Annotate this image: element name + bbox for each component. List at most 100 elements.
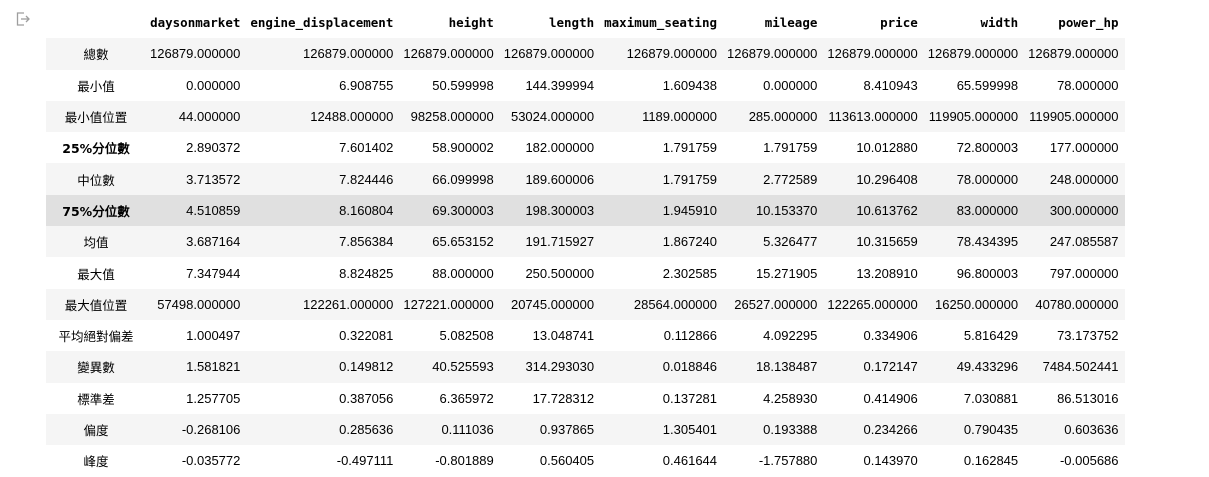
row-label: 變異數	[77, 360, 115, 376]
table-cell: 17.728312	[532, 390, 595, 406]
table-cell: 126879.000000	[303, 46, 394, 62]
table-cell: 119905.000000	[1029, 109, 1119, 125]
table-cell: 191.715927	[525, 234, 595, 250]
table-cell: 0.143970	[863, 453, 918, 469]
table-cell: 98258.000000	[410, 109, 494, 125]
table-cell: 182.000000	[525, 140, 595, 156]
table-cell: 66.099998	[432, 171, 494, 187]
column-header-maximum-seating: maximum_seating	[604, 15, 718, 31]
table-cell: -0.268106	[181, 422, 241, 437]
table-cell: 1.257705	[186, 390, 241, 406]
table-cell: 2.772589	[763, 171, 818, 187]
table-cell: 126879.000000	[503, 46, 595, 62]
table-cell: 144.399994	[525, 77, 595, 93]
table-cell: 3.713572	[186, 171, 241, 187]
table-cell: 7484.502441	[1042, 359, 1119, 375]
table-cell: 198.300003	[525, 202, 595, 218]
row-label: 偏度	[83, 423, 109, 438]
table-cell: 126879.000000	[927, 46, 1019, 62]
row-label: 最大值	[77, 266, 115, 282]
table-cell: 113613.000000	[828, 109, 918, 125]
table-cell: 126879.000000	[727, 46, 818, 62]
table-cell: 26527.000000	[734, 296, 818, 312]
table-cell: 248.000000	[1049, 171, 1119, 187]
table-cell: 0.137281	[662, 390, 718, 406]
header-row: daysonmarket engine_displacement height len…	[46, 7, 1125, 38]
table-cell: 300.000000	[1049, 202, 1119, 218]
table-cell: 6.908755	[339, 77, 394, 93]
table-cell: 3.687164	[186, 234, 241, 250]
table-cell: 7.824446	[339, 171, 394, 187]
table-cell: 0.603636	[1064, 422, 1119, 437]
table-cell: -0.801889	[435, 453, 494, 469]
table-cell: 73.173752	[1057, 328, 1119, 344]
table-row: 標準差 1.257705 0.387056 6.365972 17.728312 0.13…	[46, 382, 1125, 414]
table-cell: 57498.000000	[157, 296, 241, 312]
table-cell: 69.300003	[432, 202, 494, 218]
table-cell: 0.414906	[863, 390, 918, 406]
table-row: 均值 3.687164 7.856384 65.653152 191.715927 1.8…	[46, 226, 1125, 258]
table-cell: 4.092295	[763, 328, 818, 344]
table-row: 75%分位數 4.510859 8.160804 69.300003 198.30000…	[46, 194, 1125, 227]
table-cell: 10.296408	[856, 171, 918, 187]
table-cell: 4.258930	[763, 390, 818, 406]
table-cell: 1.791759	[662, 171, 718, 187]
table-cell: 78.000000	[956, 171, 1019, 187]
table-cell: 1.791759	[662, 140, 718, 156]
table-cell: 53024.000000	[510, 109, 595, 125]
row-label: 均值	[83, 235, 109, 251]
describe-dataframe-table: daysonmarket engine_displacement height len…	[46, 7, 1125, 477]
table-cell: 0.285636	[339, 422, 394, 437]
table-cell: 0.334906	[863, 328, 918, 344]
index-header	[46, 7, 146, 38]
table-cell: 7.601402	[339, 140, 394, 156]
row-label: 平均絕對偏差	[58, 329, 134, 345]
table-cell: 13.208910	[856, 265, 918, 281]
table-cell: 5.816429	[963, 328, 1019, 344]
table-row: 最小值位置 44.000000 12488.000000 98258.000000 53…	[46, 100, 1125, 133]
table-cell: 16250.000000	[934, 296, 1019, 312]
table-cell: 7.856384	[339, 234, 394, 250]
table-cell: 0.461644	[662, 453, 718, 469]
table-cell: 10.153370	[755, 202, 818, 218]
table-cell: 72.800003	[956, 140, 1019, 156]
table-cell: -0.005686	[1059, 453, 1119, 469]
table-cell: 0.112866	[663, 328, 718, 344]
table-cell: 1.609438	[662, 77, 718, 93]
column-header-price: price	[880, 15, 918, 31]
row-label: 最小值位置	[64, 110, 128, 126]
table-cell: 83.000000	[956, 202, 1019, 218]
table-cell: 18.138487	[755, 359, 818, 375]
row-label: 75%分位數	[62, 203, 130, 219]
table-cell: 7.347944	[186, 265, 241, 281]
table-cell: 177.000000	[1049, 140, 1119, 156]
table-row: 峰度 -0.035772 -0.497111 -0.801889 0.560405 0.4…	[46, 445, 1125, 477]
table-cell: -0.035772	[181, 453, 241, 469]
table-cell: 1.000497	[186, 328, 241, 344]
table-cell: 49.433296	[956, 359, 1019, 375]
table-cell: 1.791759	[763, 140, 818, 156]
table-cell: -0.497111	[336, 453, 394, 469]
table-cell: 12488.000000	[310, 109, 394, 125]
table-cell: 122265.000000	[827, 296, 918, 312]
table-cell: 65.653152	[432, 234, 494, 250]
table-row: 總數 126879.000000 126879.000000 126879.00000…	[46, 38, 1125, 70]
table-cell: 40780.000000	[1035, 296, 1119, 312]
column-header-width: width	[980, 15, 1019, 31]
table-cell: 5.326477	[763, 234, 818, 250]
table-row: 中位數 3.713572 7.824446 66.099998 189.600006 1.…	[46, 163, 1125, 195]
table-cell: 0.018846	[662, 359, 718, 375]
table-cell: 797.000000	[1049, 265, 1119, 281]
table-cell: 285.000000	[748, 109, 818, 125]
table-cell: 13.048741	[532, 328, 595, 344]
table-cell: 6.365972	[439, 390, 494, 406]
column-header-daysonmarket: daysonmarket	[150, 15, 241, 31]
table-cell: 1189.000000	[642, 109, 718, 125]
table-cell: 0.000000	[763, 77, 818, 93]
row-label: 峰度	[83, 454, 109, 470]
table-cell: 2.302585	[662, 265, 718, 281]
row-label: 最大值位置	[64, 297, 128, 313]
table-row: 變異數 1.581821 0.149812 40.525593 314.293030 0.…	[46, 351, 1125, 383]
table-row: 最大值 7.347944 8.824825 88.000000 250.500000 2.…	[46, 257, 1125, 289]
table-cell: 122261.000000	[303, 296, 394, 312]
